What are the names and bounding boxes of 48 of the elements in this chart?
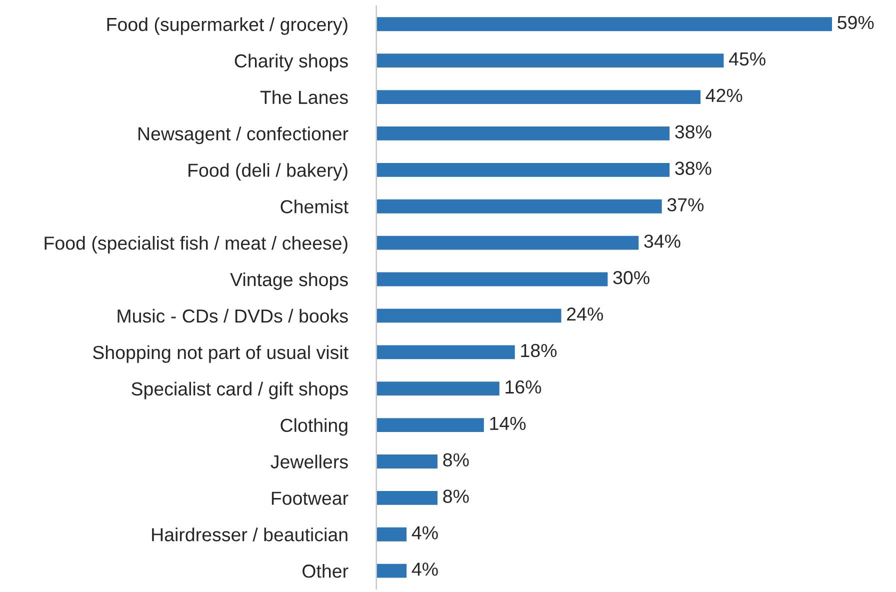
bar xyxy=(376,344,516,360)
data-label: 24% xyxy=(567,307,603,321)
bar xyxy=(376,162,671,178)
y-tick-label: Chemist xyxy=(280,200,348,214)
data-label: 8% xyxy=(443,453,469,467)
y-tick-label: Food (deli / bakery) xyxy=(188,163,348,181)
data-label: 59% xyxy=(838,16,874,30)
bar xyxy=(376,453,439,470)
bar xyxy=(376,16,834,32)
bar xyxy=(376,88,702,106)
bar xyxy=(376,52,726,69)
data-label: 30% xyxy=(613,271,650,284)
bar xyxy=(376,562,408,580)
y-tick-label: Jewellers xyxy=(270,454,348,468)
y-tick-label: The Lanes xyxy=(260,90,348,104)
bar xyxy=(376,380,501,397)
bar xyxy=(376,490,439,506)
data-label: 4% xyxy=(412,562,438,576)
y-tick-label: Footwear xyxy=(272,492,348,505)
y-tick-label: Clothing xyxy=(280,418,348,436)
data-label: 18% xyxy=(521,344,557,358)
data-label: 8% xyxy=(443,490,469,503)
data-label: 16% xyxy=(506,380,542,394)
y-tick-label: Music - CDs / DVDs / books xyxy=(118,308,348,323)
bar xyxy=(376,526,408,543)
bar xyxy=(376,307,563,324)
data-label: 45% xyxy=(729,52,766,66)
data-label: 34% xyxy=(644,234,680,248)
bar xyxy=(376,416,486,434)
data-label: 37% xyxy=(667,198,704,212)
y-tick-label: Other xyxy=(302,564,348,578)
data-label: 38% xyxy=(675,125,712,139)
y-tick-label: Food (supermarket / grocery) xyxy=(107,17,348,35)
y-tick-label: Charity shops xyxy=(234,54,348,72)
data-label: 38% xyxy=(675,162,712,175)
bar xyxy=(376,234,640,252)
y-tick-label: Specialist card / gift shops xyxy=(132,382,348,400)
bar xyxy=(376,270,610,288)
y-tick-label: Shopping not part of usual visit xyxy=(93,345,348,363)
data-label: 42% xyxy=(706,88,742,102)
y-tick-label: Vintage shops xyxy=(230,272,348,290)
bar xyxy=(376,125,671,142)
data-label: 4% xyxy=(412,526,438,540)
y-tick-label: Newsagent / confectioner xyxy=(138,126,348,144)
bar xyxy=(376,198,664,215)
y-tick-label: Food (specialist fish / meat / cheese) xyxy=(44,236,348,254)
y-tick-label: Hairdresser / beautician xyxy=(152,528,348,542)
data-label: 14% xyxy=(490,416,526,430)
